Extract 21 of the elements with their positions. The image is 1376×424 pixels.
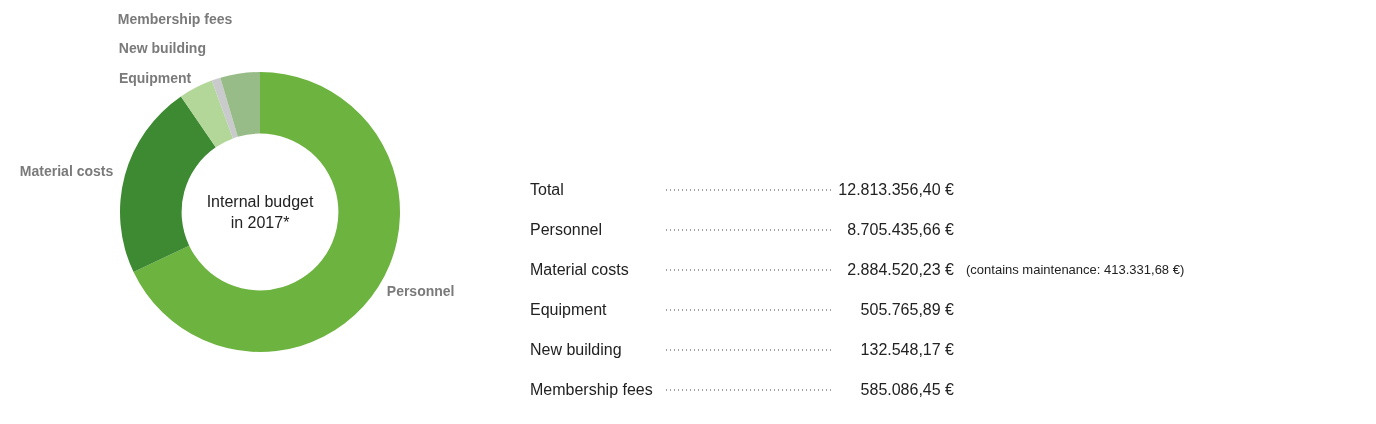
category-label: Personnel: [530, 221, 603, 238]
slice-label: Personnel: [386, 283, 455, 300]
category-label: Material costs: [530, 261, 629, 278]
text: Total: [530, 181, 564, 198]
category-label: New building: [530, 341, 622, 358]
category-label: Equipment: [530, 301, 607, 318]
text: 2.884.520,23 €: [847, 261, 955, 278]
text: 505.765,89 €: [860, 301, 955, 318]
slice-label: Equipment: [118, 69, 192, 86]
slice-label: Membership fees: [117, 11, 233, 27]
text: 12.813.356,40 €: [838, 181, 955, 198]
text: Internal budget in 2017*: [206, 193, 314, 231]
slice-label: Material costs: [19, 163, 114, 180]
text: 8.705.435,66 €: [847, 221, 955, 238]
donut-slice: [220, 72, 260, 137]
text: (contains maintenance: 413.331,68 €): [966, 262, 1185, 277]
text: 132.548,17 €: [860, 341, 955, 358]
donut-slice: [211, 77, 238, 139]
slice-label: New building: [118, 39, 206, 56]
text: 585.086,45 €: [860, 381, 955, 398]
category-label: Membership fees: [530, 381, 653, 398]
